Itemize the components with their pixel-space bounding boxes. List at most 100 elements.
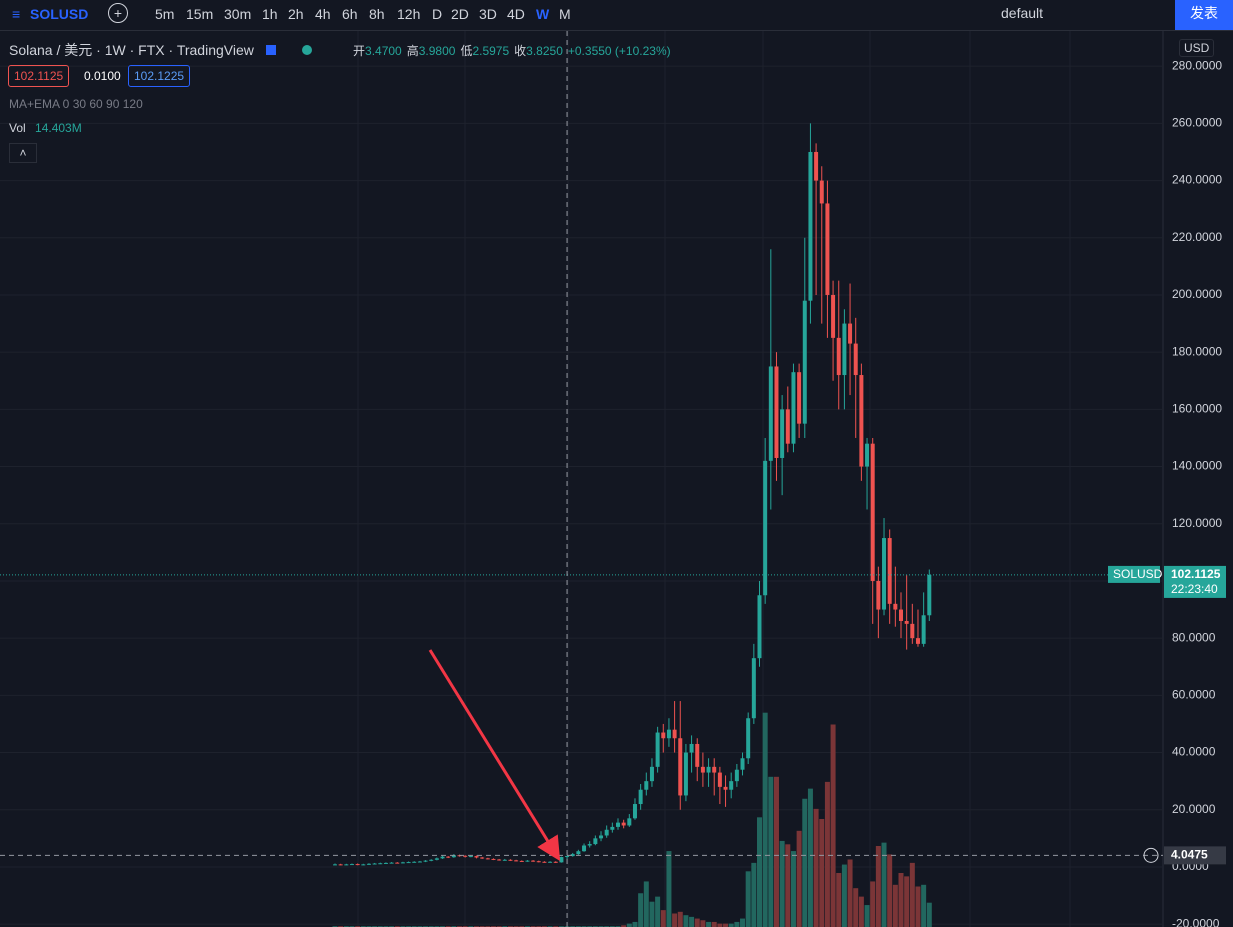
candle-body — [678, 738, 683, 796]
candle-body — [378, 863, 383, 865]
ohlc-label: 开 — [353, 44, 366, 58]
y-tick-label: 260.0000 — [1172, 116, 1222, 130]
candle-body — [632, 804, 637, 819]
candle-body — [887, 538, 892, 604]
add-symbol[interactable]: + — [108, 3, 128, 23]
candle-body — [644, 781, 649, 790]
y-tick-label: 160.0000 — [1172, 402, 1222, 416]
candle-body — [904, 620, 909, 624]
volume-bar — [655, 896, 661, 927]
ohlc-value: 3.4700 — [365, 44, 402, 58]
volume-bar — [881, 842, 887, 927]
candle-body — [514, 860, 519, 862]
menu-icon[interactable]: ≡ — [12, 6, 21, 22]
volume-bar — [853, 888, 859, 927]
interval[interactable]: 4D — [507, 6, 525, 22]
interval[interactable]: M — [559, 6, 571, 22]
candle-body — [689, 743, 694, 753]
candle-body — [661, 732, 666, 739]
candle-body — [700, 766, 705, 773]
candle-body — [723, 786, 728, 790]
toolbar: ≡ SOLUSD + 5m 15m 30m 1h 2h 4h 6h 8h 12h D 2D 3D 4D W… — [0, 0, 1233, 31]
change: +0.3550 (+10.23%) — [567, 44, 671, 58]
y-tick-label: 200.0000 — [1172, 287, 1222, 301]
countdown: 22:23:40 — [1171, 582, 1218, 596]
candle-body — [463, 855, 468, 857]
interval[interactable]: 4h — [315, 6, 331, 22]
candle-body — [570, 854, 575, 857]
candle-body — [593, 838, 598, 845]
candle-body — [763, 460, 768, 596]
bid-price[interactable]: 102.1125 — [8, 65, 70, 87]
interval[interactable]: 8h — [369, 6, 385, 22]
volume-bar — [841, 864, 847, 927]
candle-body — [446, 856, 451, 858]
candle-body — [655, 732, 660, 767]
candle-body — [797, 372, 802, 424]
candle-body — [859, 375, 864, 467]
interval[interactable]: 2h — [288, 6, 304, 22]
candle-body — [542, 861, 547, 863]
candle-body — [882, 538, 887, 610]
candle-body — [638, 789, 643, 805]
volume-bar — [689, 916, 695, 927]
candle-body — [361, 864, 366, 866]
candle-body — [706, 766, 711, 773]
y-tick-label: 180.0000 — [1172, 344, 1222, 358]
volume-legend: Vol 14.403M — [9, 121, 82, 135]
candle-body — [791, 372, 796, 444]
spread: 0.0100 — [84, 69, 121, 83]
candle-body — [876, 580, 881, 610]
volume-bar — [819, 819, 825, 927]
interval[interactable]: 3D — [479, 6, 497, 22]
y-tick-label: 220.0000 — [1172, 230, 1222, 244]
interval[interactable]: 6h — [342, 6, 358, 22]
candle-body — [389, 862, 394, 864]
volume-bar — [728, 923, 734, 927]
interval[interactable]: 1h — [262, 6, 278, 22]
candle-body — [627, 818, 632, 826]
volume-value: 14.403M — [35, 121, 82, 135]
volume-bar — [892, 884, 898, 927]
candle-body — [355, 864, 360, 866]
candle-body — [468, 856, 473, 858]
layout-name[interactable]: default — [1001, 5, 1044, 21]
candle-body — [768, 366, 773, 461]
candle-body — [712, 766, 717, 773]
candle-body — [921, 615, 926, 644]
candle-body — [825, 203, 830, 295]
interval[interactable]: 15m — [186, 6, 214, 22]
volume-bar — [694, 918, 700, 927]
collapse-button[interactable]: ˄ — [9, 143, 37, 163]
volume-bar — [858, 896, 864, 927]
volume-bar — [773, 776, 779, 927]
volume-bar — [768, 776, 774, 927]
crosshair-tag-bg — [1164, 846, 1226, 865]
candle-body — [780, 409, 785, 458]
candle-body — [429, 859, 434, 861]
interval[interactable]: 30m — [224, 6, 252, 22]
publish-button[interactable]: 发表 — [1175, 0, 1233, 30]
volume-bar — [734, 921, 740, 927]
candle-body — [649, 766, 654, 782]
candle-body — [814, 151, 819, 181]
volume-bar — [904, 876, 910, 927]
interval[interactable]: D — [432, 6, 443, 22]
volume-bar — [898, 873, 904, 927]
volume-bar — [915, 886, 921, 927]
candle-body — [417, 861, 422, 863]
volume-bar — [790, 851, 796, 927]
candle-body — [717, 772, 722, 787]
candle-body — [434, 858, 439, 860]
candle-body — [616, 822, 620, 827]
ask-price[interactable]: 102.1225 — [128, 65, 191, 87]
candle-body — [372, 863, 377, 865]
interval[interactable]: 12h — [397, 6, 421, 22]
volume-bar — [796, 830, 802, 927]
flag[interactable] — [265, 45, 276, 55]
currency[interactable]: USD — [1179, 39, 1215, 57]
interval[interactable]: W — [536, 6, 550, 22]
interval[interactable]: 5m — [155, 6, 175, 22]
symbol[interactable]: SOLUSD — [30, 6, 89, 22]
interval[interactable]: 2D — [451, 6, 469, 22]
